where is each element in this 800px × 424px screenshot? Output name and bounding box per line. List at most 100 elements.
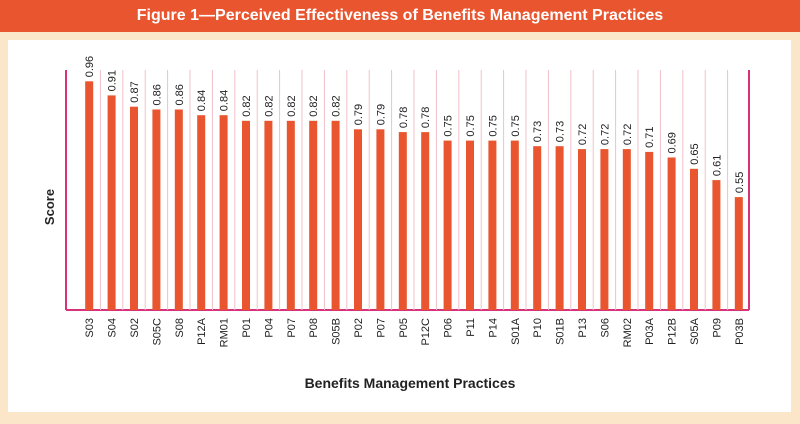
category-tick-label: P02 bbox=[353, 318, 365, 338]
category-tick-label: P03B bbox=[734, 318, 746, 345]
bar bbox=[443, 140, 452, 310]
bar-value-label: 0.73 bbox=[555, 121, 567, 142]
bar bbox=[667, 157, 676, 310]
bar bbox=[488, 140, 497, 310]
bars bbox=[85, 81, 743, 311]
bar bbox=[107, 95, 116, 311]
category-tick-labels: S03 S04 S02 S05C S08 P12A RM01 P01 P04 P07 P08 S05B… bbox=[84, 317, 746, 347]
category-tick-label: P04 bbox=[263, 318, 275, 338]
bar bbox=[645, 151, 654, 310]
category-tick-label: P08 bbox=[308, 318, 320, 338]
bar-value-label: 0.75 bbox=[443, 115, 455, 136]
bar bbox=[421, 132, 430, 310]
category-tick-label: P09 bbox=[711, 318, 723, 338]
bar-value-label: 0.65 bbox=[689, 143, 701, 164]
bar bbox=[690, 168, 698, 310]
category-tick-label: P05 bbox=[398, 318, 410, 338]
bar-value-label: 0.55 bbox=[734, 172, 746, 193]
bar bbox=[398, 132, 407, 310]
category-tick-label: S05A bbox=[689, 317, 701, 345]
bar bbox=[376, 129, 385, 310]
bar bbox=[466, 140, 474, 310]
category-tick-label: P10 bbox=[532, 318, 544, 338]
bar-value-label: 0.86 bbox=[174, 84, 186, 105]
bar-value-label: 0.69 bbox=[667, 132, 679, 153]
bar bbox=[510, 140, 519, 310]
bar-value-label: 0.79 bbox=[375, 104, 387, 125]
bar-value-label: 0.61 bbox=[711, 155, 723, 176]
category-tick-label: P12C bbox=[420, 318, 432, 346]
bar bbox=[264, 120, 273, 310]
category-tick-label: S05B bbox=[331, 318, 343, 345]
figure-title: Figure 1—Perceived Effectiveness of Bene… bbox=[136, 7, 664, 24]
bar bbox=[309, 120, 318, 310]
category-tick-label: S01B bbox=[555, 318, 567, 345]
bar-value-label: 0.73 bbox=[532, 121, 544, 142]
bar-value-label: 0.79 bbox=[353, 104, 365, 125]
bar-value-label: 0.78 bbox=[420, 107, 432, 128]
bar-value-label: 0.82 bbox=[308, 95, 320, 116]
bar bbox=[555, 146, 564, 310]
category-tick-label: S02 bbox=[129, 318, 141, 338]
bar-value-label: 0.72 bbox=[622, 124, 634, 145]
category-tick-label: P07 bbox=[286, 318, 298, 338]
bar-value-label: 0.75 bbox=[487, 115, 499, 136]
bar-value-label: 0.82 bbox=[263, 95, 275, 116]
bar-value-label: 0.84 bbox=[196, 90, 208, 111]
category-tick-label: P13 bbox=[577, 318, 589, 338]
bar bbox=[578, 149, 586, 310]
bar-value-label: 0.96 bbox=[84, 56, 96, 77]
bar bbox=[85, 81, 94, 310]
category-tick-label: S05C bbox=[151, 318, 163, 346]
plot-frame bbox=[65, 70, 750, 311]
bar-value-label: 0.82 bbox=[286, 95, 298, 116]
bar-value-label: 0.87 bbox=[129, 81, 141, 102]
bar-value-label: 0.82 bbox=[241, 95, 253, 116]
x-axis-label: Benefits Management Practices bbox=[305, 375, 516, 391]
bar bbox=[219, 115, 228, 310]
category-tick-label: P06 bbox=[443, 318, 455, 338]
bar bbox=[174, 109, 183, 310]
bar bbox=[331, 120, 340, 310]
category-tick-label: P12B bbox=[667, 318, 679, 345]
bar bbox=[197, 115, 206, 310]
bar bbox=[600, 149, 609, 310]
y-axis-label: Score bbox=[42, 189, 57, 225]
bar-value-label: 0.72 bbox=[577, 124, 589, 145]
bar bbox=[734, 197, 743, 310]
category-tick-label: RM02 bbox=[622, 318, 634, 347]
bar-value-label: 0.78 bbox=[398, 107, 410, 128]
bar bbox=[286, 120, 295, 310]
bar bbox=[533, 146, 542, 310]
bar-value-label: 0.84 bbox=[219, 90, 231, 111]
bar bbox=[622, 149, 631, 310]
category-tick-label: P12A bbox=[196, 317, 208, 345]
bar-value-label: 0.72 bbox=[599, 124, 611, 145]
bar-value-label: 0.75 bbox=[465, 115, 477, 136]
bar-value-label: 0.82 bbox=[331, 95, 343, 116]
category-tick-label: P07 bbox=[375, 318, 387, 338]
bar-value-label: 0.86 bbox=[151, 84, 163, 105]
category-tick-label: P03A bbox=[644, 317, 656, 345]
category-tick-label: P14 bbox=[487, 318, 499, 338]
category-tick-label: S01A bbox=[510, 317, 522, 345]
bar bbox=[712, 180, 721, 310]
bar bbox=[152, 109, 161, 310]
value-labels: 0.96 0.91 0.87 0.86 0.86 0.84 0.84 0.82 0.82 0.82… bbox=[84, 56, 746, 193]
category-tick-label: RM01 bbox=[219, 318, 231, 347]
category-tick-label: P11 bbox=[465, 318, 477, 337]
category-tick-label: S04 bbox=[107, 318, 119, 338]
bar-value-label: 0.91 bbox=[107, 70, 119, 91]
bar bbox=[354, 129, 362, 310]
category-tick-label: S08 bbox=[174, 318, 186, 338]
category-tick-label: S03 bbox=[84, 318, 96, 338]
bar-value-label: 0.71 bbox=[644, 126, 656, 147]
bar bbox=[242, 120, 250, 310]
category-tick-label: P01 bbox=[241, 318, 253, 338]
title-bar: Figure 1—Perceived Effectiveness of Bene… bbox=[0, 0, 800, 32]
bar bbox=[130, 106, 138, 310]
bar-value-label: 0.75 bbox=[510, 115, 522, 136]
category-tick-label: S06 bbox=[599, 318, 611, 338]
